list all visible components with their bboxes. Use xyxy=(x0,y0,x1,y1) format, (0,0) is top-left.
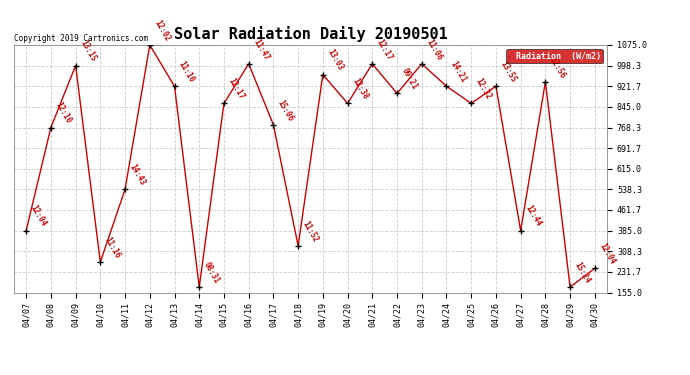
Text: 12:17: 12:17 xyxy=(226,77,246,101)
Text: 09:21: 09:21 xyxy=(400,67,419,91)
Text: 11:06: 11:06 xyxy=(424,37,444,62)
Text: 12:56: 12:56 xyxy=(548,55,567,80)
Text: 12:10: 12:10 xyxy=(53,101,72,125)
Text: Copyright 2019 Cartronics.com: Copyright 2019 Cartronics.com xyxy=(14,33,148,42)
Text: 12:17: 12:17 xyxy=(375,37,394,62)
Text: 11:52: 11:52 xyxy=(301,219,320,244)
Text: 12:32: 12:32 xyxy=(474,77,493,101)
Text: 11:47: 11:47 xyxy=(251,37,270,62)
Text: 12:44: 12:44 xyxy=(523,204,542,228)
Text: 12:02: 12:02 xyxy=(152,18,172,43)
Text: 12:38: 12:38 xyxy=(350,77,369,101)
Text: 15:24: 15:24 xyxy=(573,261,592,285)
Title: Solar Radiation Daily 20190501: Solar Radiation Daily 20190501 xyxy=(174,27,447,42)
Text: 14:43: 14:43 xyxy=(128,163,147,187)
Text: 12:04: 12:04 xyxy=(598,242,617,266)
Text: 14:21: 14:21 xyxy=(449,60,469,84)
Text: 08:31: 08:31 xyxy=(201,261,221,285)
Text: 13:55: 13:55 xyxy=(498,60,518,84)
Text: 15:06: 15:06 xyxy=(276,98,295,123)
Text: 12:04: 12:04 xyxy=(29,204,48,228)
Legend: Radiation  (W/m2): Radiation (W/m2) xyxy=(506,49,603,63)
Text: 11:10: 11:10 xyxy=(177,60,197,84)
Text: 13:03: 13:03 xyxy=(326,48,345,72)
Text: 11:16: 11:16 xyxy=(103,236,122,260)
Text: 13:15: 13:15 xyxy=(78,39,97,63)
